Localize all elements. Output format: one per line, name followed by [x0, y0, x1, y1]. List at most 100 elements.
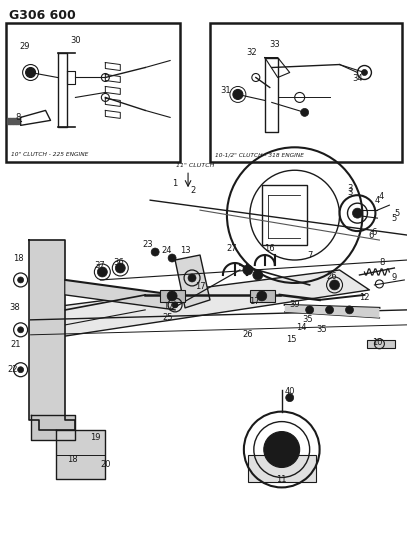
Text: 37: 37: [94, 261, 105, 270]
Text: 15: 15: [286, 335, 297, 344]
Bar: [250, 290, 275, 302]
Text: 35: 35: [316, 325, 327, 334]
Text: 10" CLUTCH - 225 ENGINE: 10" CLUTCH - 225 ENGINE: [11, 152, 88, 157]
Text: 3: 3: [347, 184, 352, 193]
Circle shape: [26, 68, 35, 77]
Text: 8: 8: [16, 113, 21, 122]
Polygon shape: [31, 270, 369, 340]
Text: 38: 38: [9, 303, 20, 312]
Polygon shape: [105, 99, 120, 107]
Polygon shape: [105, 110, 120, 118]
Text: 24: 24: [162, 246, 172, 255]
Text: 40: 40: [284, 387, 295, 396]
Text: 18: 18: [13, 254, 24, 263]
Text: 12: 12: [359, 294, 370, 302]
Text: 23: 23: [143, 239, 153, 248]
Text: 34: 34: [352, 74, 363, 83]
Text: 9: 9: [392, 273, 397, 282]
Text: G306 600: G306 600: [9, 9, 75, 22]
Text: 25: 25: [163, 313, 173, 322]
Text: 11" CLUTCH: 11" CLUTCH: [176, 163, 215, 168]
Polygon shape: [285, 305, 379, 318]
Text: 17: 17: [250, 297, 260, 306]
Text: 26: 26: [242, 330, 253, 340]
Circle shape: [361, 69, 368, 76]
Text: 16: 16: [264, 244, 275, 253]
Text: 19: 19: [90, 433, 101, 442]
Circle shape: [301, 108, 308, 116]
Bar: [13, 118, 16, 124]
Polygon shape: [175, 255, 210, 308]
Text: 5: 5: [395, 208, 400, 217]
Bar: [16, 118, 19, 124]
Text: 5: 5: [392, 214, 397, 223]
Text: 2: 2: [191, 185, 196, 195]
Circle shape: [233, 90, 243, 100]
Text: 7: 7: [307, 251, 313, 260]
Text: 20: 20: [100, 460, 111, 469]
Polygon shape: [31, 415, 75, 440]
Circle shape: [264, 432, 299, 467]
Text: 13: 13: [180, 246, 191, 255]
Polygon shape: [21, 110, 51, 125]
Circle shape: [172, 302, 178, 308]
Circle shape: [353, 208, 362, 218]
Bar: [210, 22, 402, 162]
Polygon shape: [105, 86, 120, 94]
Text: 39: 39: [289, 301, 300, 309]
Text: 6: 6: [372, 228, 377, 237]
Circle shape: [18, 367, 24, 373]
Bar: [10, 118, 13, 124]
Circle shape: [98, 267, 107, 277]
Text: 18: 18: [67, 455, 78, 464]
Text: 21: 21: [10, 340, 21, 349]
Text: 10: 10: [372, 338, 383, 348]
Text: 32: 32: [246, 48, 257, 57]
Circle shape: [306, 306, 314, 314]
Text: 29: 29: [20, 42, 30, 51]
Text: 26: 26: [326, 272, 337, 281]
Polygon shape: [105, 62, 120, 70]
Text: 4: 4: [379, 192, 384, 201]
Circle shape: [346, 306, 353, 314]
Polygon shape: [105, 75, 120, 83]
Text: 30: 30: [71, 36, 81, 45]
Polygon shape: [67, 70, 75, 84]
Polygon shape: [55, 430, 105, 480]
Text: 11: 11: [277, 475, 287, 484]
Circle shape: [330, 280, 339, 290]
Text: 17: 17: [195, 282, 205, 292]
Text: 8: 8: [380, 257, 385, 266]
Circle shape: [151, 248, 159, 256]
Text: 3: 3: [347, 188, 352, 197]
Circle shape: [257, 291, 267, 301]
Bar: [262, 185, 307, 245]
Bar: [248, 455, 316, 482]
Polygon shape: [58, 53, 67, 127]
Text: 17: 17: [163, 302, 173, 311]
Circle shape: [243, 265, 253, 275]
Bar: [368, 340, 395, 348]
Circle shape: [115, 263, 125, 273]
Circle shape: [253, 270, 263, 280]
Polygon shape: [265, 58, 278, 132]
Text: 33: 33: [269, 40, 280, 49]
Polygon shape: [29, 240, 75, 430]
Bar: [6, 22, 180, 162]
Text: 1: 1: [173, 179, 178, 188]
Circle shape: [18, 277, 24, 283]
Bar: [160, 290, 185, 302]
Circle shape: [188, 274, 196, 282]
Text: 27: 27: [226, 244, 237, 253]
Text: 35: 35: [302, 316, 313, 325]
Circle shape: [168, 254, 176, 262]
Text: 22: 22: [7, 365, 18, 374]
Polygon shape: [265, 58, 290, 77]
Circle shape: [286, 394, 294, 402]
Text: 4: 4: [375, 196, 380, 205]
Text: 31: 31: [220, 86, 231, 95]
Text: 10-1/2" CLUTCH - 318 ENGINE: 10-1/2" CLUTCH - 318 ENGINE: [215, 152, 304, 157]
Circle shape: [326, 306, 334, 314]
Circle shape: [167, 291, 177, 301]
Text: 14: 14: [297, 324, 307, 333]
